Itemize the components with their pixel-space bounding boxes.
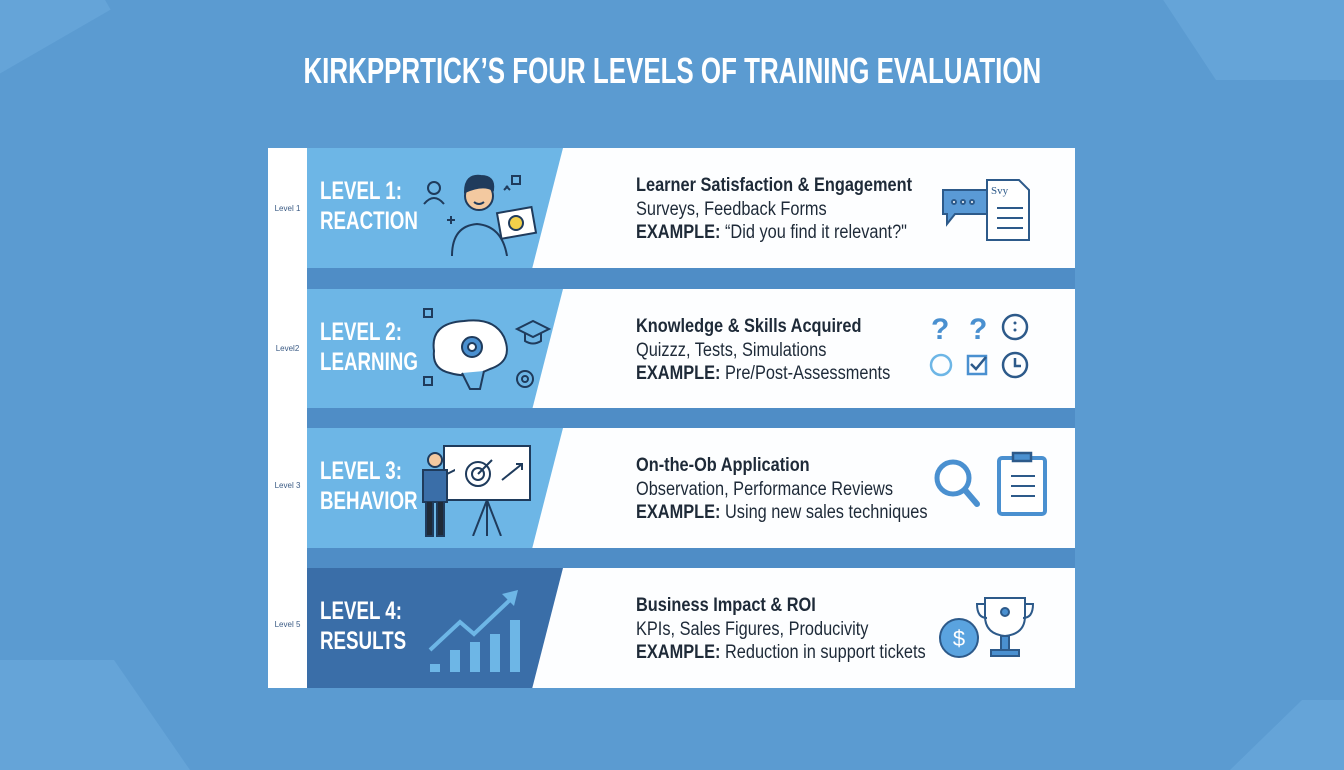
example-label: EXAMPLE:: [636, 363, 721, 384]
level-methods: Quizzz, Tests, Simulations: [636, 339, 827, 361]
level-heading: Knowledge & Skills Acquired: [636, 316, 862, 337]
bar-icon: [430, 664, 440, 672]
level-panel: LEVEL 1: REACTION: [307, 148, 563, 268]
magnifier-clipboard-icon: [934, 451, 1047, 516]
level-example: “Did you find it relevant?": [724, 222, 907, 243]
level-example: Reduction in support tickets: [724, 642, 926, 663]
presenter-person-icon: [422, 452, 455, 537]
level-description: Knowledge & Skills Acquired Quizzz, Test…: [636, 315, 890, 386]
dollar-trophy-icon: $: [939, 597, 1035, 658]
svg-text:Svy: Svy: [991, 185, 1009, 197]
level-title: LEVEL 3: BEHAVIOR: [320, 457, 418, 515]
example-label: EXAMPLE:: [636, 642, 721, 663]
side-label-level-4: Level 5: [274, 620, 301, 629]
level-methods: Surveys, Feedback Forms: [636, 198, 827, 220]
example-label: EXAMPLE:: [636, 222, 721, 243]
bar-icon: [470, 642, 480, 672]
bar-icon: [490, 634, 500, 672]
level-row-3: LEVEL 3: BEHAVIOR On-the-Ob Application O…: [307, 428, 1075, 548]
growth-chart-illustration: [428, 590, 520, 672]
side-label-level-2: Level2: [275, 344, 300, 353]
example-label: EXAMPLE:: [636, 502, 721, 523]
level-panel: LEVEL 2: LEARNING: [307, 289, 563, 408]
presenter-illustration: [443, 445, 531, 536]
background-shape: [0, 660, 190, 770]
level-title: LEVEL 4: RESULTS: [320, 597, 407, 655]
survey-feedback-icon: Svy: [942, 179, 1030, 241]
level-methods: KPIs, Sales Figures, Producivity: [636, 618, 869, 640]
level-row-1: LEVEL 1: REACTION Learner Satisfaction & …: [307, 148, 1075, 268]
person-tablet-illustration: [423, 174, 538, 256]
background-shape: [1230, 700, 1344, 770]
level-example: Using new sales techniques: [724, 502, 928, 523]
level-heading: Business Impact & ROI: [636, 595, 816, 616]
level-description: Learner Satisfaction & Engagement Survey…: [636, 174, 912, 245]
level-panel: LEVEL 4: RESULTS: [307, 568, 563, 688]
level-title: LEVEL 1: REACTION: [320, 177, 418, 235]
level-description: Business Impact & ROI KPIs, Sales Figure…: [636, 594, 926, 665]
bar-icon: [450, 650, 460, 672]
svg-text:$: $: [953, 626, 965, 651]
side-label-level-1: Level 1: [274, 204, 301, 213]
page-title: KIRKPPRTICK’S FOUR LEVELS OF TRAINING EV…: [303, 50, 1041, 91]
bar-icon: [510, 620, 520, 672]
brain-gear-illustration: [423, 308, 552, 390]
level-description: On-the-Ob Application Observation, Perfo…: [636, 454, 928, 525]
level-sidebar: [268, 148, 307, 688]
quiz-icons: ? ?: [929, 313, 1029, 379]
level-example: Pre/Post-Assessments: [724, 363, 891, 384]
side-label-level-3: Level 3: [274, 481, 301, 490]
question-icon: ?: [931, 313, 949, 346]
level-heading: On-the-Ob Application: [636, 455, 810, 476]
level-heading: Learner Satisfaction & Engagement: [636, 175, 913, 196]
level-row-2: LEVEL 2: LEARNING Knowledge & Skills Acqu…: [307, 289, 1075, 408]
level-row-4: LEVEL 4: RESULTS Business Impact & ROI KP…: [307, 568, 1075, 688]
level-panel: LEVEL 3: BEHAVIOR: [307, 428, 563, 548]
level-methods: Observation, Performance Reviews: [636, 478, 894, 500]
question-icon: ?: [969, 313, 987, 346]
level-title: LEVEL 2: LEARNING: [320, 318, 418, 376]
